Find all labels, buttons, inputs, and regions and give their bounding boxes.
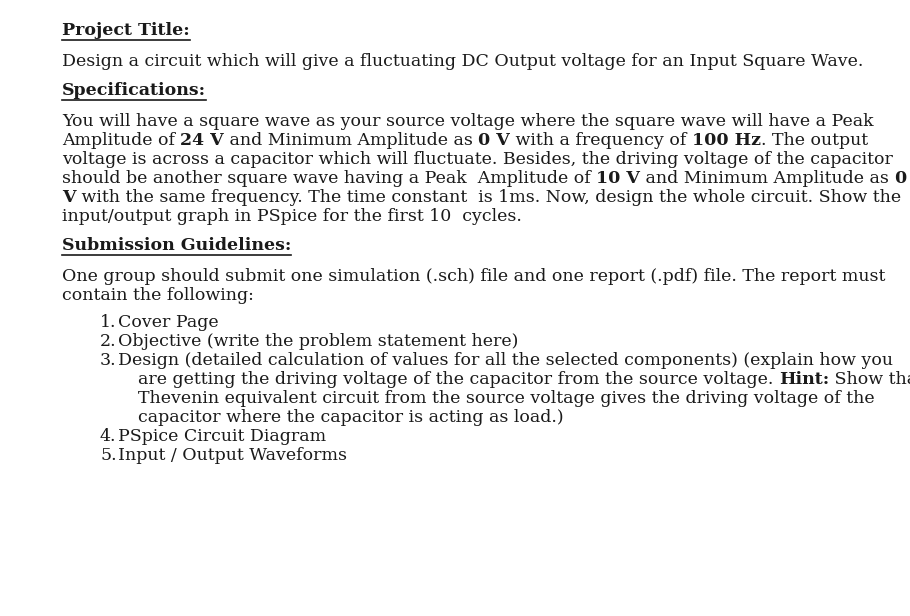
Text: 3.: 3. <box>100 352 116 369</box>
Text: 2.: 2. <box>100 333 116 350</box>
Text: One group should submit one simulation (.sch) file and one report (.pdf) file. T: One group should submit one simulation (… <box>62 268 885 285</box>
Text: with a frequency of: with a frequency of <box>511 132 693 149</box>
Text: . The output: . The output <box>761 132 868 149</box>
Text: 0 V: 0 V <box>479 132 511 149</box>
Text: Hint:: Hint: <box>779 371 829 388</box>
Text: 1.: 1. <box>100 314 116 331</box>
Text: 24 V: 24 V <box>180 132 224 149</box>
Text: Project Title:: Project Title: <box>62 22 190 39</box>
Text: You will have a square wave as your source voltage where the square wave will ha: You will have a square wave as your sour… <box>62 113 874 130</box>
Text: and Minimum Amplitude as: and Minimum Amplitude as <box>224 132 479 149</box>
Text: 5.: 5. <box>100 447 116 464</box>
Text: Thevenin equivalent circuit from the source voltage gives the driving voltage of: Thevenin equivalent circuit from the sou… <box>138 390 875 407</box>
Text: 10 V: 10 V <box>596 170 640 187</box>
Text: Input / Output Waveforms: Input / Output Waveforms <box>118 447 347 464</box>
Text: with the same frequency. The time constant  is 1ms. Now, design the whole circui: with the same frequency. The time consta… <box>76 189 901 206</box>
Text: Specifications:: Specifications: <box>62 82 207 99</box>
Text: Cover Page: Cover Page <box>118 314 218 331</box>
Text: Amplitude of: Amplitude of <box>62 132 180 149</box>
Text: V: V <box>62 189 76 206</box>
Text: Design a circuit which will give a fluctuating DC Output voltage for an Input Sq: Design a circuit which will give a fluct… <box>62 53 864 70</box>
Text: 0: 0 <box>895 170 906 187</box>
Text: voltage is across a capacitor which will fluctuate. Besides, the driving voltage: voltage is across a capacitor which will… <box>62 151 893 168</box>
Text: Design (detailed calculation of values for all the selected components) (explain: Design (detailed calculation of values f… <box>118 352 893 369</box>
Text: Show that: Show that <box>829 371 910 388</box>
Text: Submission Guidelines:: Submission Guidelines: <box>62 237 291 254</box>
Text: Objective (write the problem statement here): Objective (write the problem statement h… <box>118 333 519 350</box>
Text: and Minimum Amplitude as: and Minimum Amplitude as <box>640 170 895 187</box>
Text: are getting the driving voltage of the capacitor from the source voltage.: are getting the driving voltage of the c… <box>138 371 779 388</box>
Text: input/output graph in PSpice for the first 10  cycles.: input/output graph in PSpice for the fir… <box>62 208 521 225</box>
Text: 4.: 4. <box>100 428 116 445</box>
Text: PSpice Circuit Diagram: PSpice Circuit Diagram <box>118 428 326 445</box>
Text: should be another square wave having a Peak  Amplitude of: should be another square wave having a P… <box>62 170 596 187</box>
Text: contain the following:: contain the following: <box>62 287 254 304</box>
Text: capacitor where the capacitor is acting as load.): capacitor where the capacitor is acting … <box>138 409 563 426</box>
Text: 100 Hz: 100 Hz <box>693 132 761 149</box>
